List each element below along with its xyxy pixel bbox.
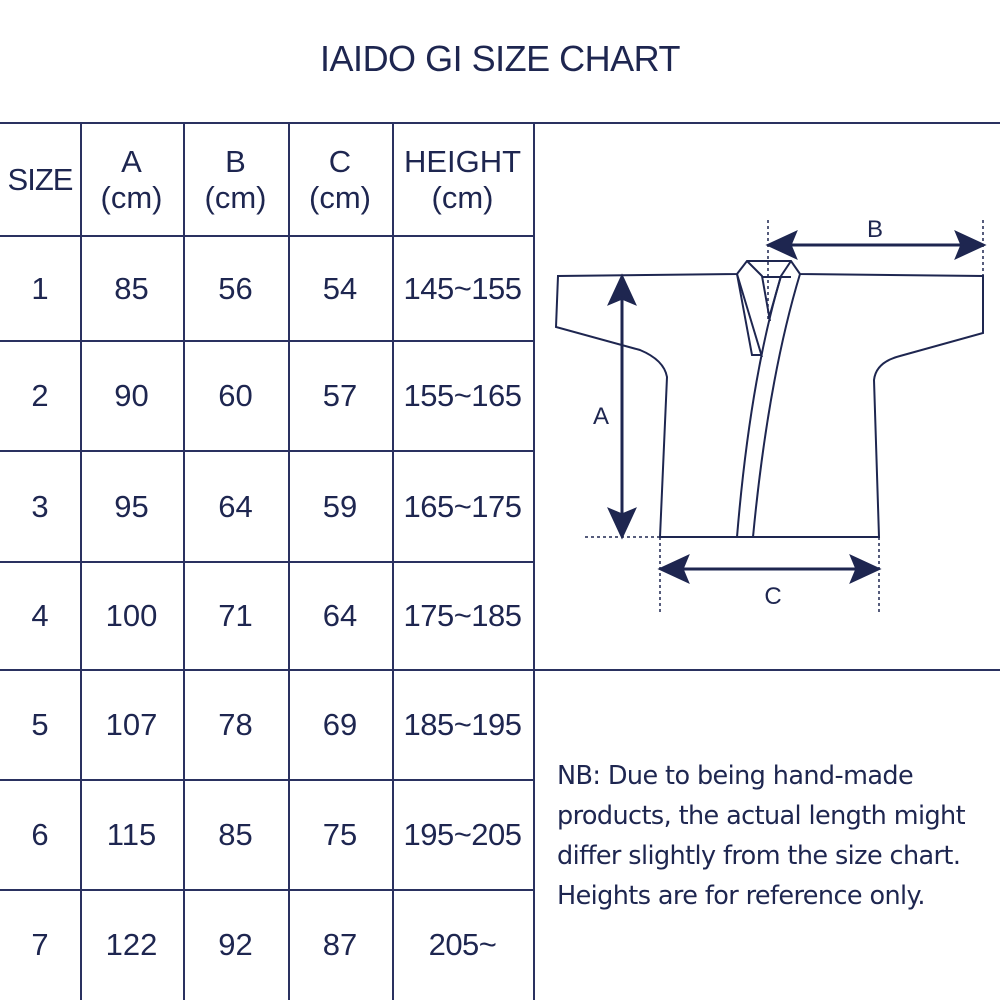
table-cell: 64 (322, 598, 358, 633)
column-divider (288, 123, 290, 1000)
row-divider (0, 669, 1000, 671)
dimension-guides (585, 220, 984, 612)
table-cell: 205~ (428, 927, 497, 962)
column-divider (183, 123, 185, 1000)
table-cell: 75 (322, 817, 358, 852)
row-divider (0, 889, 533, 891)
column-header: A (cm) (80, 123, 183, 236)
header-label: A (121, 143, 142, 179)
table-cell: 185~195 (403, 707, 522, 742)
table-cell: 92 (218, 927, 253, 962)
header-label: B (225, 143, 246, 179)
table-cell: 87 (322, 927, 358, 962)
table-cell: 64 (218, 488, 253, 524)
header-label: SIZE (7, 161, 74, 197)
header-unit: (cm) (204, 179, 267, 215)
table-cell: 69 (322, 707, 358, 742)
header-label: C (328, 143, 352, 179)
table-cell: 59 (322, 488, 358, 524)
table-cell: 5 (31, 707, 49, 742)
label-c: C (764, 583, 781, 610)
table-cell: 78 (218, 707, 253, 742)
table-cell: 56 (218, 270, 253, 306)
disclaimer-note: NB: Due to being hand-made products, the… (557, 761, 966, 911)
column-header: SIZE (0, 123, 80, 236)
row-divider (0, 235, 533, 237)
dimension-arrows (607, 230, 987, 584)
column-divider (533, 123, 535, 1000)
table-cell: 145~155 (403, 270, 522, 306)
row-divider (0, 561, 533, 563)
page-title: IAIDO GI SIZE CHART (320, 38, 680, 79)
header-unit: (cm) (100, 179, 163, 215)
row-divider (0, 779, 533, 781)
table-cell: 165~175 (403, 488, 522, 524)
gi-outline (554, 260, 984, 538)
column-header: B (cm) (183, 123, 288, 236)
table-cell: 6 (31, 817, 49, 852)
top-rule (0, 122, 1000, 124)
header-label: HEIGHT (403, 143, 522, 179)
table-cell: 115 (106, 817, 157, 852)
table-cell: 85 (218, 817, 253, 852)
table-cell: 195~205 (403, 817, 522, 852)
table-cell: 90 (114, 378, 149, 413)
column-divider (392, 123, 394, 1000)
table-cell: 95 (114, 488, 149, 524)
table-cell: 1 (31, 270, 49, 306)
row-divider (0, 340, 533, 342)
table-cell: 71 (218, 598, 253, 633)
table-cell: 175~185 (403, 598, 522, 633)
table-cell: 3 (31, 488, 49, 524)
column-header: HEIGHT (cm) (392, 123, 533, 236)
table-cell: 122 (105, 927, 158, 962)
row-divider (0, 450, 533, 452)
table-cell: 107 (105, 707, 158, 742)
column-header: C (cm) (288, 123, 392, 236)
table-cell: 60 (218, 378, 253, 413)
column-divider (80, 123, 82, 1000)
table-cell: 155~165 (403, 378, 522, 413)
header-unit: (cm) (309, 179, 371, 215)
table-cell: 7 (31, 927, 49, 962)
header-unit: (cm) (431, 179, 494, 215)
table-cell: 2 (31, 378, 49, 413)
table-cell: 54 (322, 270, 358, 306)
table-cell: 85 (114, 270, 149, 306)
label-a: A (593, 403, 609, 430)
table-cell: 4 (31, 598, 49, 633)
table-cell: 100 (105, 598, 158, 633)
label-b: B (867, 216, 883, 243)
table-cell: 57 (322, 378, 358, 413)
